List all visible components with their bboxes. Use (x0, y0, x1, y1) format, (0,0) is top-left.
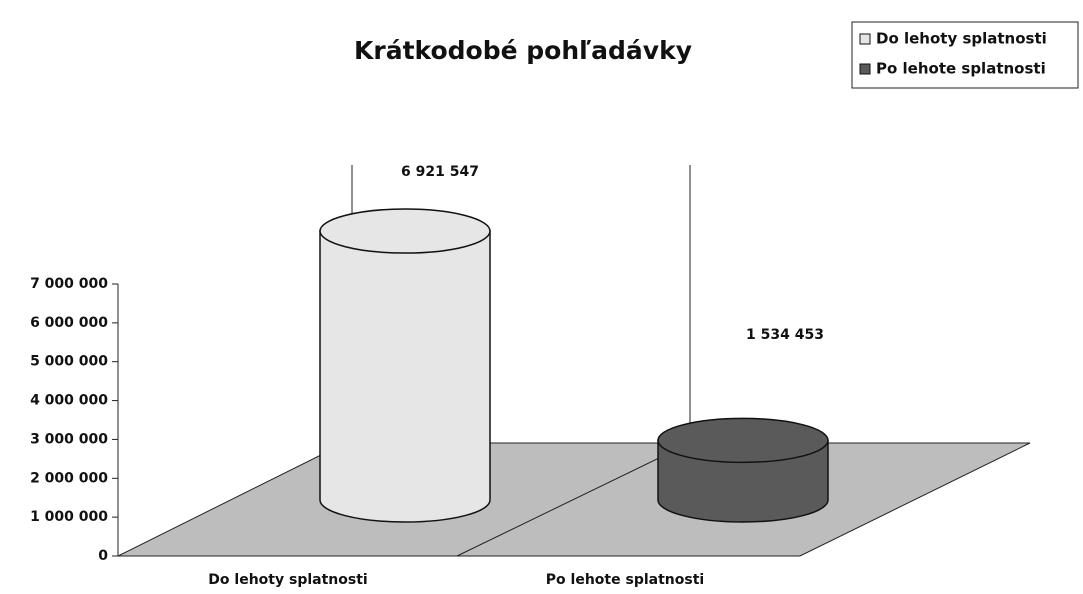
legend-swatch (859, 33, 871, 45)
y-tick-label: 4 000 000 (30, 393, 108, 409)
cylinder (657, 417, 829, 523)
y-tick-label: 2 000 000 (30, 470, 108, 486)
legend-swatch (859, 63, 871, 75)
cylinder-body (319, 230, 491, 523)
y-tick-label: 6 000 000 (30, 315, 108, 331)
x-tick-label: Po lehote splatnosti (546, 572, 704, 588)
legend-label: Do lehoty splatnosti (876, 30, 1047, 48)
y-tick-label: 1 000 000 (30, 509, 108, 525)
y-tick-label: 7 000 000 (30, 276, 108, 292)
cylinder-body (657, 439, 829, 523)
cylinder-top (319, 208, 491, 254)
data-label: 6 921 547 (401, 164, 479, 180)
y-tick-label: 5 000 000 (30, 354, 108, 370)
x-tick-label: Do lehoty splatnosti (208, 572, 367, 588)
y-tick-label: 3 000 000 (30, 431, 108, 447)
cylinder-top (657, 417, 829, 464)
legend-label: Po lehote splatnosti (876, 60, 1046, 78)
cylinder (319, 208, 491, 523)
data-label: 1 534 453 (746, 327, 824, 343)
floor-divider (456, 442, 691, 557)
legend (851, 21, 1079, 89)
chart-title: Krátkodobé pohľadávky (354, 36, 692, 65)
y-tick-label: 0 (98, 548, 108, 564)
